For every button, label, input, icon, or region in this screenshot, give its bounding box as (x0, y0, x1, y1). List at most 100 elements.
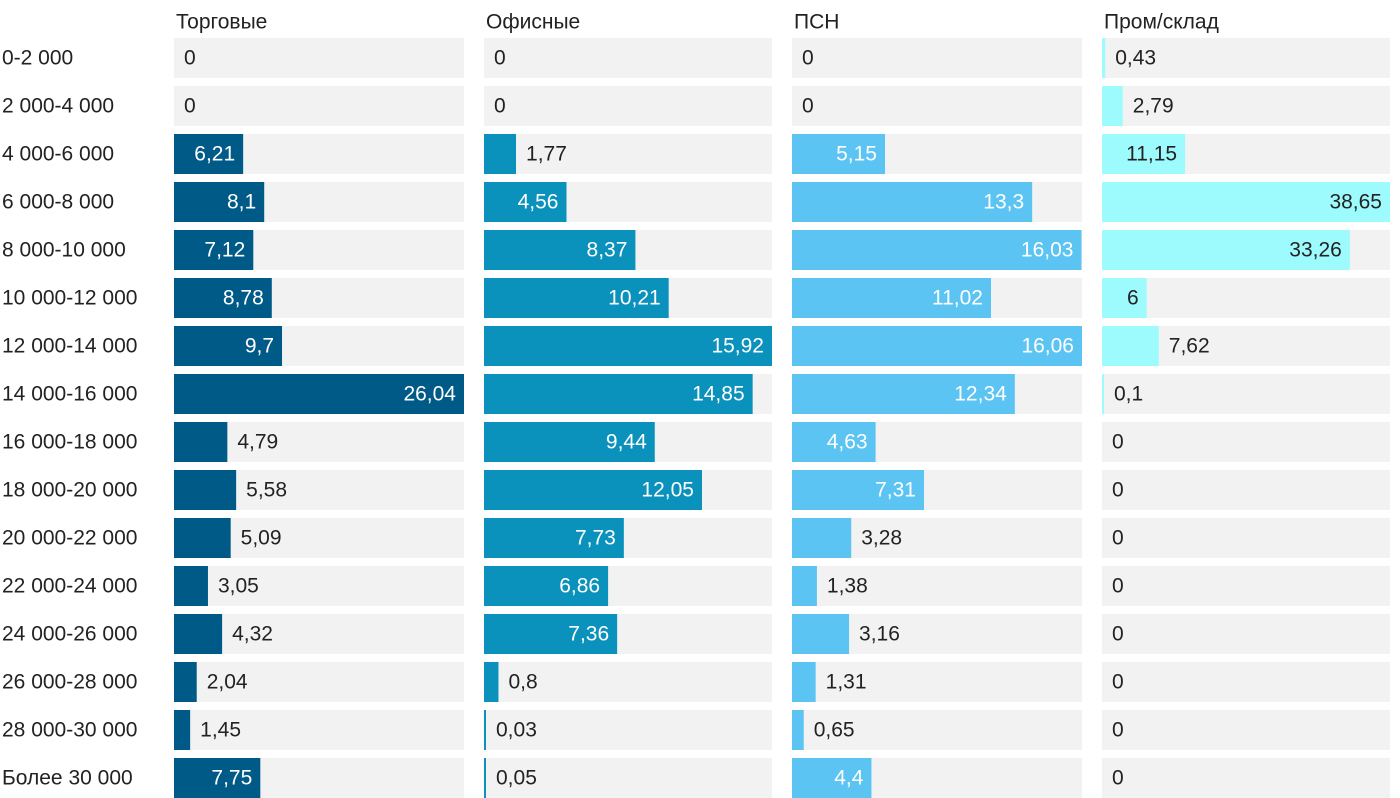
value-label-псн-10: 3,28 (861, 527, 902, 550)
track-псн-14 (792, 710, 1082, 750)
bar-торговые-5 (174, 278, 272, 318)
track-торговые-1 (174, 86, 464, 126)
value-label-пром-склад-10: 0 (1112, 527, 1124, 550)
bar-торговые-9 (174, 470, 237, 510)
value-label-пром-склад-3: 38,65 (1329, 191, 1382, 214)
value-label-офисные-1: 0 (494, 95, 506, 118)
track-торговые-11 (174, 566, 464, 606)
bar-торговые-8 (174, 422, 228, 462)
track-пром-склад-5 (1102, 278, 1390, 318)
bar-пром-склад-3 (1102, 182, 1390, 222)
panel-title-пром-склад: Пром/склад (1104, 11, 1219, 34)
bar-торговые-11 (174, 566, 208, 606)
bar-офисные-15 (484, 758, 486, 798)
bar-офисные-7 (484, 374, 753, 414)
category-label-4: 8 000-10 000 (2, 239, 126, 262)
bar-псн-6 (792, 326, 1082, 366)
bar-торговые-7 (174, 374, 464, 414)
track-пром-склад-12 (1102, 614, 1390, 654)
track-пром-склад-8 (1102, 422, 1390, 462)
category-label-0: 0-2 000 (2, 47, 73, 70)
value-label-псн-0: 0 (802, 47, 814, 70)
bar-офисные-12 (484, 614, 618, 654)
value-label-торговые-0: 0 (184, 47, 196, 70)
bar-офисные-4 (484, 230, 636, 270)
panel-title-псн: ПСН (794, 11, 839, 34)
track-офисные-2 (484, 134, 772, 174)
value-label-пром-склад-5: 6 (1127, 287, 1139, 310)
value-label-офисные-14: 0,03 (496, 719, 537, 742)
bar-торговые-2 (174, 134, 244, 174)
track-офисные-13 (484, 662, 772, 702)
track-пром-склад-1 (1102, 86, 1390, 126)
track-пром-склад-11 (1102, 566, 1390, 606)
value-label-псн-4: 16,03 (1021, 239, 1074, 262)
category-label-9: 18 000-20 000 (2, 479, 137, 502)
bar-торговые-3 (174, 182, 265, 222)
value-label-псн-11: 1,38 (827, 575, 868, 598)
value-label-пром-склад-2: 11,15 (1126, 143, 1177, 166)
bar-торговые-12 (174, 614, 223, 654)
value-label-торговые-9: 5,58 (246, 479, 287, 502)
value-label-пром-склад-13: 0 (1112, 671, 1124, 694)
value-label-пром-склад-14: 0 (1112, 719, 1124, 742)
bar-псн-15 (792, 758, 872, 798)
track-пром-склад-0 (1102, 38, 1390, 78)
bar-торговые-4 (174, 230, 254, 270)
category-label-5: 10 000-12 000 (2, 287, 137, 310)
track-псн-11 (792, 566, 1082, 606)
panel-title-офисные: Офисные (486, 11, 580, 34)
bar-торговые-15 (174, 758, 261, 798)
bar-офисные-9 (484, 470, 702, 510)
track-офисные-15 (484, 758, 772, 798)
bar-пром-склад-6 (1102, 326, 1159, 366)
track-псн-13 (792, 662, 1082, 702)
track-торговые-0 (174, 38, 464, 78)
bar-торговые-13 (174, 662, 197, 702)
track-офисные-14 (484, 710, 772, 750)
value-label-офисные-6: 15,92 (711, 335, 764, 358)
category-label-12: 24 000-26 000 (2, 623, 137, 646)
value-label-офисные-10: 7,73 (575, 527, 616, 550)
bar-офисные-14 (484, 710, 486, 750)
value-label-пром-склад-12: 0 (1112, 623, 1124, 646)
value-label-торговые-7: 26,04 (403, 383, 456, 406)
bar-офисные-8 (484, 422, 655, 462)
track-офисные-0 (484, 38, 772, 78)
value-label-пром-склад-7: 0,1 (1114, 383, 1143, 406)
category-label-1: 2 000-4 000 (2, 95, 114, 118)
value-label-псн-15: 4,4 (834, 767, 864, 790)
track-пром-склад-14 (1102, 710, 1390, 750)
value-label-псн-14: 0,65 (814, 719, 855, 742)
value-label-пром-склад-15: 0 (1112, 767, 1124, 790)
value-label-псн-7: 12,34 (954, 383, 1007, 406)
category-label-13: 26 000-28 000 (2, 671, 137, 694)
bar-пром-склад-0 (1102, 38, 1106, 78)
value-label-торговые-8: 4,79 (237, 431, 278, 454)
value-label-торговые-14: 1,45 (200, 719, 241, 742)
bar-псн-9 (792, 470, 924, 510)
value-label-псн-6: 16,06 (1021, 335, 1074, 358)
bar-офисные-11 (484, 566, 609, 606)
bar-псн-13 (792, 662, 816, 702)
bar-псн-12 (792, 614, 850, 654)
bar-псн-14 (792, 710, 804, 750)
bar-офисные-10 (484, 518, 624, 558)
category-label-7: 14 000-16 000 (2, 383, 137, 406)
track-пром-склад-13 (1102, 662, 1390, 702)
value-label-псн-2: 5,15 (836, 143, 877, 166)
value-label-пром-склад-1: 2,79 (1133, 95, 1174, 118)
bar-псн-7 (792, 374, 1015, 414)
value-label-офисные-13: 0,8 (508, 671, 537, 694)
track-торговые-13 (174, 662, 464, 702)
bar-пром-склад-2 (1102, 134, 1186, 174)
bar-псн-4 (792, 230, 1082, 270)
track-офисные-1 (484, 86, 772, 126)
bar-псн-2 (792, 134, 885, 174)
bar-псн-3 (792, 182, 1033, 222)
value-label-торговые-15: 7,75 (211, 767, 252, 790)
category-label-6: 12 000-14 000 (2, 335, 137, 358)
value-label-торговые-13: 2,04 (207, 671, 248, 694)
category-label-15: Более 30 000 (2, 767, 133, 790)
value-label-торговые-1: 0 (184, 95, 196, 118)
